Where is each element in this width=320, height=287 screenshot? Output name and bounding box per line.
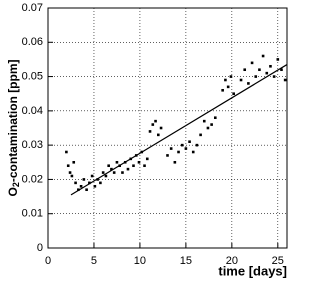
point — [115, 160, 119, 164]
point — [70, 174, 74, 178]
y-tick-label: 0.01 — [22, 208, 43, 220]
point — [104, 174, 108, 178]
point — [247, 82, 250, 85]
point — [143, 164, 146, 168]
point — [280, 68, 283, 72]
point — [99, 181, 102, 185]
point — [254, 75, 258, 78]
y-label-sub: 2 — [11, 182, 21, 187]
point — [232, 92, 235, 96]
plot-frame — [47, 7, 288, 249]
x-tick-label: 10 — [134, 255, 146, 267]
point — [173, 160, 177, 164]
point — [93, 184, 97, 188]
point — [112, 171, 116, 174]
point — [261, 54, 265, 58]
point — [180, 143, 184, 147]
point — [169, 147, 173, 150]
point — [210, 123, 213, 126]
point — [177, 150, 180, 154]
point — [199, 133, 202, 137]
y-tick-label: 0.05 — [22, 70, 43, 82]
y-tick-label: 0.04 — [22, 105, 43, 117]
fit-line — [70, 64, 288, 196]
point — [88, 181, 91, 185]
y-tick-label: 0.06 — [22, 36, 43, 48]
point — [137, 160, 141, 164]
point — [82, 178, 86, 181]
point — [229, 75, 233, 78]
point — [258, 68, 261, 72]
point — [224, 78, 227, 82]
point — [272, 75, 276, 78]
point — [110, 167, 113, 171]
point — [121, 171, 124, 174]
x-tick-label: 15 — [180, 255, 192, 267]
point — [68, 171, 72, 174]
y-tick-label: 0.03 — [22, 139, 43, 151]
point — [74, 181, 77, 185]
point — [90, 174, 94, 178]
point — [265, 71, 269, 75]
point — [65, 150, 68, 154]
point — [276, 58, 280, 61]
point — [132, 164, 135, 168]
y-label-part: O — [6, 187, 20, 196]
x-tick-label: 20 — [226, 255, 238, 267]
point — [101, 171, 105, 174]
chart: time [days] O2-contamination [ppm] 0 0.01… — [6, 2, 288, 278]
y-label-part: -contamination [ppm] — [6, 59, 20, 182]
point — [72, 160, 76, 164]
y-tick-label: 0.07 — [22, 2, 43, 14]
point — [145, 157, 149, 161]
point — [107, 164, 110, 168]
point — [184, 147, 188, 150]
point — [166, 154, 169, 157]
point — [188, 140, 191, 144]
point — [250, 61, 254, 65]
point — [202, 119, 206, 123]
point — [214, 116, 217, 120]
point — [157, 133, 160, 137]
point — [126, 167, 130, 171]
point — [148, 130, 152, 133]
point — [195, 143, 199, 147]
point — [269, 64, 272, 68]
point — [154, 119, 157, 123]
point — [243, 68, 247, 72]
point — [85, 188, 88, 192]
point — [221, 88, 224, 92]
point — [191, 150, 195, 154]
point — [226, 85, 230, 89]
point — [79, 184, 83, 188]
point — [206, 126, 210, 130]
y-tick-label: 0 — [37, 242, 43, 254]
x-tick-label: 5 — [91, 255, 97, 267]
point — [77, 188, 80, 192]
point — [151, 123, 155, 126]
x-axis-label: time [days] — [218, 263, 287, 278]
x-tick-label: 0 — [45, 255, 51, 267]
point — [239, 78, 243, 82]
point — [159, 126, 163, 130]
x-tick-label: 25 — [272, 255, 284, 267]
point — [283, 78, 287, 82]
y-tick-label: 0.02 — [22, 173, 43, 185]
y-axis-label: O2-contamination [ppm] — [6, 59, 21, 196]
point — [66, 164, 70, 168]
